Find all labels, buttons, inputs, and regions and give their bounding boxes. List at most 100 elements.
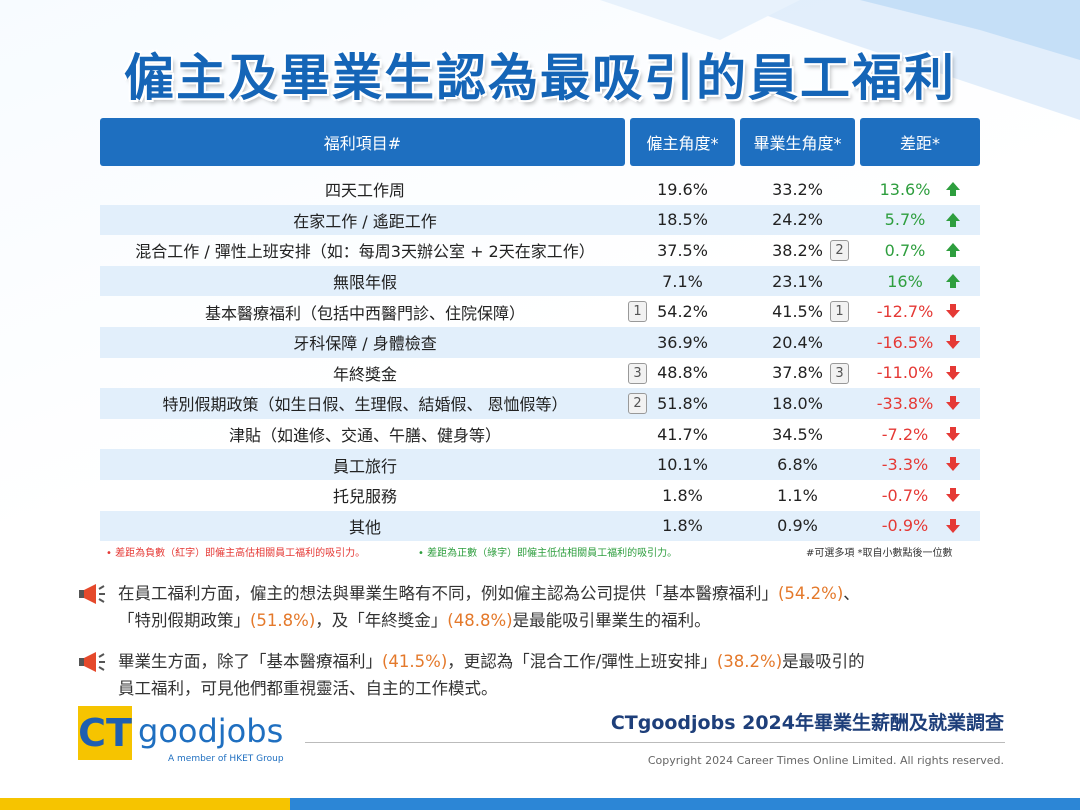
divider	[305, 742, 1005, 743]
gap-cell: -3.3%	[881, 455, 929, 475]
header-cell: 福利項目#	[100, 118, 625, 166]
gap-cell: -12.7%	[876, 302, 934, 322]
employer-cell: 19.6%	[657, 179, 708, 199]
graduate-cell: 34.5%	[772, 424, 823, 444]
table-row: 牙科保障 / 身體檢查 36.9% 20.4% -16.5%	[100, 327, 980, 358]
table-note: • 差距為正數（綠字）即僱主低估相關員工福利的吸引力。	[418, 548, 678, 559]
item-cell: 年終獎金	[332, 364, 397, 384]
item-cell: 托兒服務	[332, 487, 397, 507]
text: ，更認為「混合工作/彈性上班安排」	[447, 652, 717, 671]
footer-bar-yellow	[0, 798, 290, 810]
graduate-cell: 0.9%	[777, 516, 818, 536]
trend-arrow	[946, 488, 960, 502]
employer-cell: 10.1%	[657, 455, 708, 475]
graduate-cell: 37.8%	[772, 363, 823, 383]
text: 、	[843, 584, 860, 603]
trend-arrow	[946, 273, 960, 288]
employer-cell: 18.5%	[657, 210, 708, 230]
employer-cell: 1.8%	[662, 516, 703, 536]
text: 畢業生方面，除了「基本醫療福利」	[118, 652, 382, 671]
employer-cell: 48.8%	[657, 363, 708, 383]
logo-name: goodjobs	[138, 712, 284, 750]
table-row: 基本醫療福利（包括中西醫門診、住院保障） 54.2% 41.5% -12.7% 1 1	[100, 296, 980, 327]
trend-arrow	[946, 182, 960, 196]
item-cell: 其他	[348, 517, 381, 537]
header-cell: 畢業生角度*	[740, 118, 855, 166]
gap-cell: -7.2%	[881, 424, 929, 444]
table-row: 托兒服務 1.8% 1.1% -0.7%	[100, 480, 980, 511]
highlight-text: (48.8%)	[447, 611, 513, 630]
highlight-text: (38.2%)	[716, 652, 783, 671]
paragraph-line: 在員工福利方面，僱主的想法與畢業生略有不同，例如僱主認為公司提供「基本醫療福利」…	[118, 580, 860, 607]
item-cell: 四天工作周	[324, 181, 405, 201]
item-cell: 牙科保障 / 身體檢查	[293, 334, 437, 354]
highlight-text: (41.5%)	[382, 652, 448, 671]
paragraph-line: 畢業生方面，除了「基本醫療福利」(41.5%)，更認為「混合工作/彈性上班安排」…	[118, 648, 865, 675]
trend-arrow	[946, 243, 960, 258]
megaphone-icon	[79, 584, 105, 604]
graduate-cell: 18.0%	[772, 393, 823, 413]
header-cell: 差距*	[860, 118, 980, 166]
item-cell: 基本醫療福利（包括中西醫門診、住院保障）	[204, 303, 525, 323]
gap-cell: -11.0%	[876, 363, 934, 383]
graduate-cell: 1.1%	[777, 485, 818, 505]
table-row: 特別假期政策（如生日假、生理假、結婚假、 恩恤假等） 51.8% 18.0% -33.…	[100, 388, 980, 419]
table-note: #可選多項 *取自小數點後一位數	[806, 548, 953, 559]
logo-tagline: A member of HKET Group	[168, 754, 284, 764]
background-decoration	[600, 0, 1080, 120]
header-cell: 僱主角度*	[630, 118, 735, 166]
copyright: Copyright 2024 Career Times Online Limit…	[647, 754, 1004, 767]
text: 員工福利，可見他們都重視靈活、自主的工作模式。	[118, 679, 498, 698]
rank-badge: 1	[830, 301, 849, 323]
employer-cell: 7.1%	[662, 271, 703, 291]
logo-ct: CT	[78, 706, 132, 760]
trend-arrow	[946, 365, 960, 380]
table-note: • 差距為負數（紅字）即僱主高估相關員工福利的吸引力。	[106, 548, 366, 559]
trend-arrow	[946, 396, 960, 411]
employer-cell: 54.2%	[657, 302, 708, 322]
item-cell: 員工旅行	[332, 456, 397, 476]
gap-cell: -0.7%	[881, 485, 929, 505]
text: 「特別假期政策」	[118, 611, 250, 630]
table-row: 在家工作 / 遙距工作 18.5% 24.2% 5.7%	[100, 204, 980, 236]
rank-badge: 3	[830, 362, 849, 384]
gap-cell: 13.6%	[879, 179, 931, 199]
trend-arrow	[946, 304, 960, 319]
graduate-cell: 20.4%	[772, 332, 823, 352]
graduate-cell: 23.1%	[772, 271, 823, 291]
gap-cell: -0.9%	[881, 516, 929, 536]
graduate-cell: 24.2%	[772, 210, 823, 230]
highlight-text: (51.8%)	[250, 611, 316, 630]
rank-badge: 3	[628, 362, 647, 384]
rank-badge: 1	[628, 301, 647, 323]
megaphone-icon	[79, 652, 105, 672]
table-row: 四天工作周 19.6% 33.2% 13.6%	[100, 174, 980, 205]
gap-cell: 5.7%	[884, 210, 926, 230]
rank-badge: 2	[628, 393, 647, 415]
text: 是最吸引的	[782, 652, 865, 671]
item-cell: 在家工作 / 遙距工作	[293, 211, 437, 231]
trend-arrow	[946, 457, 960, 472]
text: 是最能吸引畢業生的福利。	[512, 611, 711, 630]
graduate-cell: 41.5%	[772, 302, 823, 322]
text: ，及「年終獎金」	[315, 611, 448, 630]
employer-cell: 41.7%	[657, 424, 708, 444]
paragraph-line: 「特別假期政策」(51.8%)，及「年終獎金」(48.8%)是最能吸引畢業生的福…	[118, 607, 711, 634]
table-row: 津貼（如進修、交通、午膳、健身等） 41.7% 34.5% -7.2%	[100, 419, 980, 450]
gap-cell: 0.7%	[884, 240, 926, 260]
paragraph-line: 員工福利，可見他們都重視靈活、自主的工作模式。	[118, 675, 498, 702]
trend-arrow	[946, 212, 960, 227]
table-row: 無限年假 7.1% 23.1% 16%	[100, 265, 980, 297]
text: 在員工福利方面，僱主的想法與畢業生略有不同，例如僱主認為公司提供「基本醫療福利」	[118, 584, 778, 603]
employer-cell: 36.9%	[657, 332, 708, 352]
trend-arrow	[946, 518, 960, 533]
item-cell: 津貼（如進修、交通、午膳、健身等）	[228, 426, 501, 446]
employer-cell: 37.5%	[657, 240, 708, 260]
graduate-cell: 38.2%	[772, 240, 823, 260]
rank-badge: 2	[830, 240, 849, 262]
highlight-text: (54.2%)	[778, 584, 844, 603]
title: 僱主及畢業生認為最吸引的員工福利	[124, 49, 956, 107]
trend-arrow	[946, 335, 960, 349]
item-cell: 無限年假	[332, 273, 397, 293]
